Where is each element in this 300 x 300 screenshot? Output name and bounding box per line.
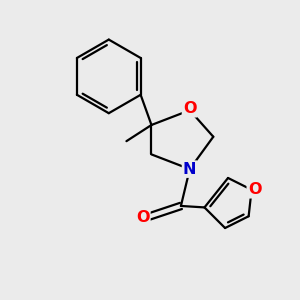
- Text: O: O: [183, 101, 196, 116]
- Text: O: O: [248, 182, 261, 197]
- Text: N: N: [183, 162, 196, 177]
- Text: O: O: [136, 210, 149, 225]
